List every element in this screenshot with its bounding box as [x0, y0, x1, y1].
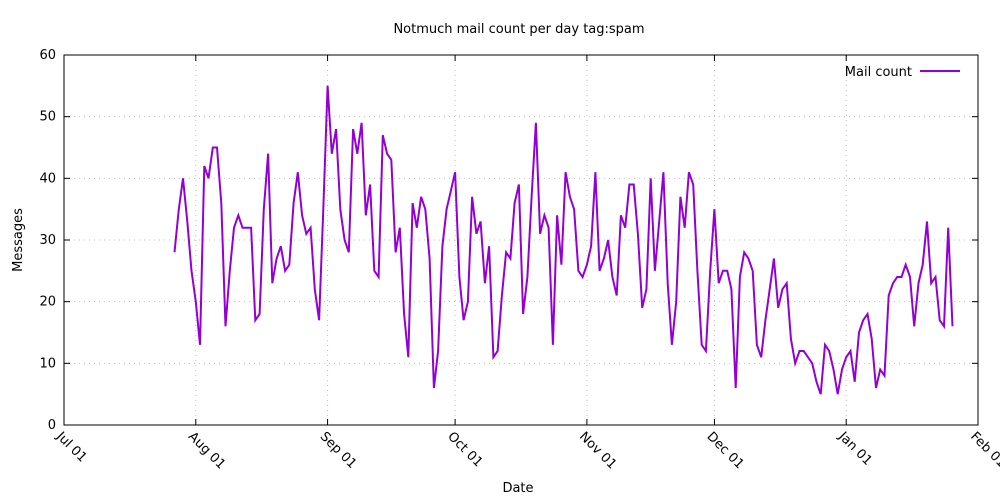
x-axis: Jul 01 Aug 01 Sep 01 Oct 01 Nov 01 Dec 01 Jan … — [52, 55, 1000, 472]
x-tick-label: Oct 01 — [444, 429, 485, 470]
x-tick-label: Nov 01 — [576, 429, 619, 472]
x-tick-label: Aug 01 — [185, 429, 228, 472]
y-tick-label: 0 — [48, 418, 56, 433]
legend: Mail count — [845, 65, 960, 80]
series-group — [173, 85, 954, 395]
series-line-mail-count — [173, 85, 954, 395]
y-tick-label: 30 — [39, 233, 56, 248]
y-axis-label: Messages — [11, 208, 26, 272]
y-axis: 0 10 20 30 40 50 60 — [39, 48, 978, 433]
grid — [64, 55, 978, 425]
chart-title: Notmuch mail count per day tag:spam — [393, 22, 644, 37]
x-axis-label: Date — [502, 481, 533, 496]
x-tick-label: Sep 01 — [317, 429, 360, 472]
x-tick-label: Jul 01 — [52, 429, 89, 466]
y-tick-label: 50 — [39, 110, 56, 125]
x-tick-label: Feb 01 — [967, 429, 1000, 471]
legend-label: Mail count — [845, 65, 912, 80]
y-tick-label: 40 — [39, 171, 56, 186]
y-tick-label: 10 — [39, 356, 56, 371]
x-tick-label: Dec 01 — [704, 429, 747, 472]
y-tick-label: 20 — [39, 295, 56, 310]
y-tick-label: 60 — [39, 48, 56, 63]
x-tick-label: Jan 01 — [835, 429, 875, 469]
